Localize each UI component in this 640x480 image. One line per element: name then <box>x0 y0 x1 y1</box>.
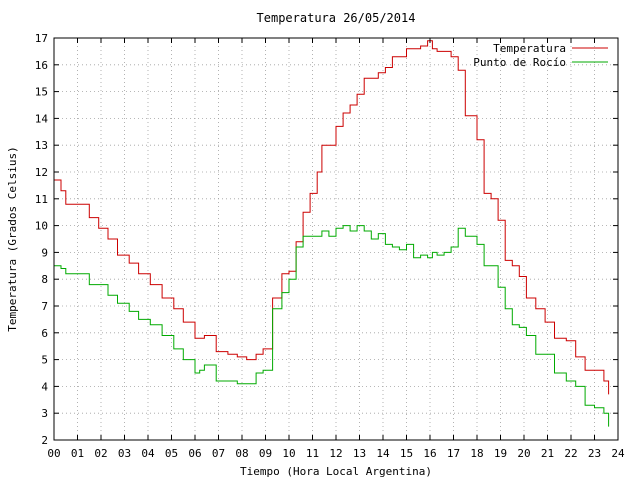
x-tick-label: 18 <box>470 447 483 460</box>
x-tick-label: 02 <box>94 447 107 460</box>
x-tick-label: 00 <box>47 447 60 460</box>
series-line-punto-de-rocio <box>54 225 610 427</box>
y-axis-label: Temperatura (Grados Celsius) <box>6 146 19 331</box>
y-tick-label: 13 <box>35 139 48 152</box>
x-tick-label: 06 <box>188 447 201 460</box>
y-tick-label: 9 <box>41 246 48 259</box>
y-tick-label: 16 <box>35 59 48 72</box>
y-tick-label: 11 <box>35 193 48 206</box>
y-tick-label: 12 <box>35 166 48 179</box>
y-tick-label: 2 <box>41 434 48 447</box>
x-tick-label: 10 <box>282 447 295 460</box>
y-axis-ticks: 2 3 4 5 6 7 8 9 10 11 12 13 14 15 16 17 <box>35 32 618 447</box>
x-tick-label: 09 <box>259 447 272 460</box>
y-tick-label: 5 <box>41 354 48 367</box>
x-tick-label: 21 <box>541 447 554 460</box>
x-tick-label: 19 <box>494 447 507 460</box>
y-tick-label: 14 <box>35 112 49 125</box>
x-tick-label: 15 <box>400 447 413 460</box>
x-axis-ticks: 00 01 02 03 04 05 06 07 08 09 10 11 12 13 14 15 16 17 18 19… <box>47 38 625 460</box>
y-tick-label: 8 <box>41 273 48 286</box>
x-tick-label: 17 <box>447 447 460 460</box>
series-group <box>54 40 610 427</box>
x-tick-label: 11 <box>306 447 319 460</box>
x-tick-label: 24 <box>611 447 625 460</box>
x-tick-label: 23 <box>588 447 601 460</box>
y-tick-label: 10 <box>35 220 48 233</box>
y-tick-label: 7 <box>41 300 48 313</box>
x-tick-label: 16 <box>423 447 436 460</box>
x-tick-label: 13 <box>353 447 366 460</box>
y-tick-label: 15 <box>35 86 48 99</box>
x-tick-label: 12 <box>329 447 342 460</box>
x-axis-label: Tiempo (Hora Local Argentina) <box>240 465 432 478</box>
legend-entry-label: Temperatura <box>493 42 566 55</box>
y-tick-label: 3 <box>41 407 48 420</box>
y-tick-label: 17 <box>35 32 48 45</box>
x-tick-label: 01 <box>71 447 84 460</box>
x-tick-label: 03 <box>118 447 131 460</box>
x-tick-label: 22 <box>564 447 577 460</box>
grid-lines <box>54 38 618 440</box>
x-tick-label: 14 <box>376 447 390 460</box>
x-tick-label: 04 <box>141 447 155 460</box>
x-tick-label: 20 <box>517 447 530 460</box>
y-tick-label: 6 <box>41 327 48 340</box>
x-tick-label: 05 <box>165 447 178 460</box>
series-line-temperatura <box>54 40 610 395</box>
y-tick-label: 4 <box>41 380 48 393</box>
chart-title: Temperatura 26/05/2014 <box>257 11 416 25</box>
x-tick-label: 08 <box>235 447 248 460</box>
x-tick-label: 07 <box>212 447 225 460</box>
legend-entry-label: Punto de Rocío <box>473 56 566 69</box>
